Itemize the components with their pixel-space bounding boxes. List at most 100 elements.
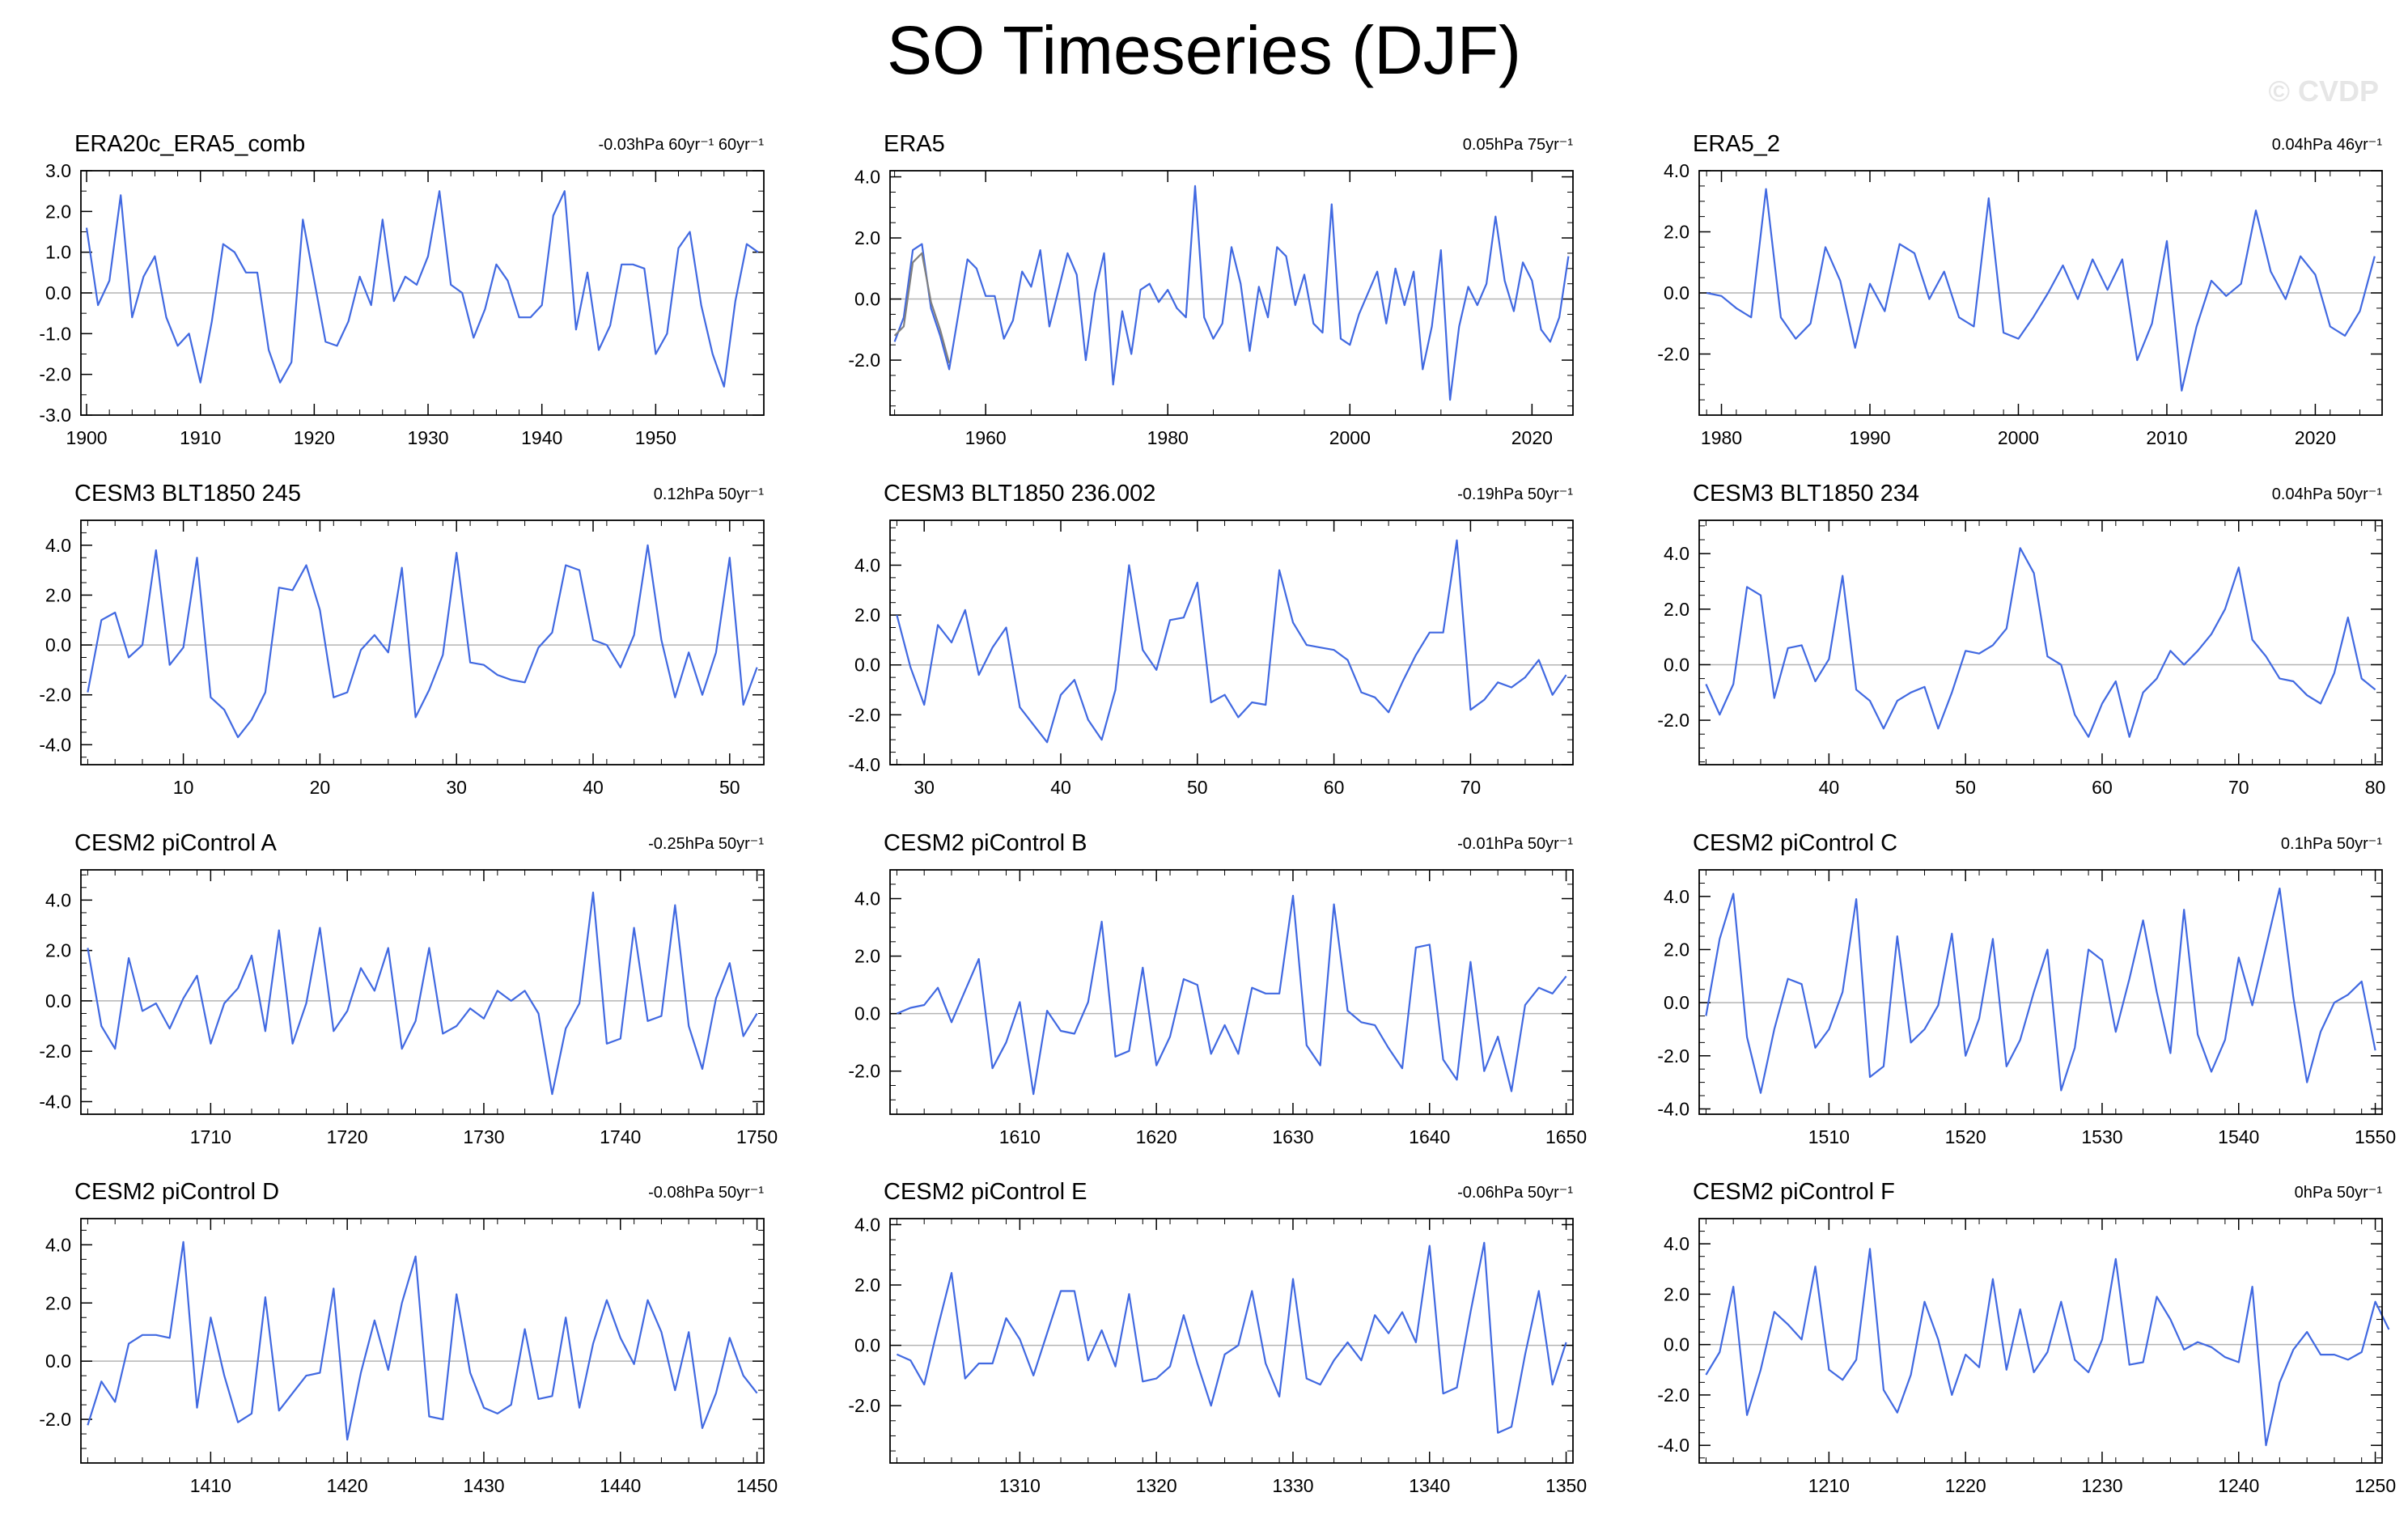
series-line (87, 544, 758, 739)
x-tick-label: 1940 (521, 427, 562, 448)
panel-trend-label: 0.04hPa 46yr⁻¹ (2272, 136, 2383, 154)
x-tick-label: 80 (2365, 777, 2386, 798)
x-tick-label: 40 (1819, 777, 1840, 798)
x-tick-label: 1410 (190, 1475, 231, 1496)
y-tick-label: 1.0 (45, 242, 71, 263)
x-tick-label: 1730 (463, 1126, 504, 1147)
x-tick-label: 1620 (1136, 1126, 1177, 1147)
y-tick-label: -2.0 (39, 1041, 71, 1062)
x-tick-label: 1720 (327, 1126, 368, 1147)
x-tick-label: 2000 (1998, 427, 2039, 448)
x-tick-label: 1950 (635, 427, 676, 448)
panel-trend-label: 0hPa 50yr⁻¹ (2295, 1184, 2383, 1202)
x-tick-label: 1550 (2355, 1126, 2396, 1147)
y-tick-label: -2.0 (1657, 344, 1689, 365)
x-tick-label: 1220 (1945, 1475, 1986, 1496)
minor-ticks (1699, 869, 2382, 1114)
series-line (893, 184, 1570, 401)
y-tick-label: 2.0 (1664, 1283, 1689, 1304)
series-line (1705, 1248, 2390, 1447)
chart-panel-10: CESM2 piControl D -0.08hPa 50yr⁻¹ -2.0 0.0 2… (39, 1179, 778, 1496)
y-tick-label: -2.0 (848, 350, 880, 371)
chart-panel-1: ERA20c_ERA5_comb -0.03hPa 60yr⁻¹ 60yr⁻¹ -3… (39, 131, 765, 448)
x-tick-label: 2000 (1329, 427, 1371, 448)
series-line (85, 190, 759, 388)
plot-frame (889, 869, 1574, 1115)
series-line (1706, 188, 2376, 392)
y-tick-label: -2.0 (39, 1409, 71, 1430)
x-tick-label: 2020 (2295, 427, 2336, 448)
panel-title: ERA5_2 (1693, 131, 1780, 157)
series-line (1705, 887, 2376, 1094)
minor-ticks (1699, 170, 2382, 416)
x-tick-label: 1930 (407, 427, 448, 448)
minor-ticks (890, 1219, 1573, 1463)
chart-panel-11: CESM2 piControl E -0.06hPa 50yr⁻¹ -2.0 0.0 2… (848, 1179, 1587, 1496)
y-tick-label: 0.0 (854, 1335, 880, 1356)
x-tick-label: 1650 (1545, 1126, 1587, 1147)
x-tick-label: 20 (310, 777, 331, 798)
plot-frame (80, 519, 765, 765)
page-title: SO Timeseries (DJF) (886, 12, 1522, 88)
series-line (87, 1240, 758, 1441)
y-tick-label: 4.0 (1664, 543, 1689, 564)
x-tick-label: 1980 (1701, 427, 1742, 448)
y-tick-label: 3.0 (45, 160, 71, 181)
y-tick-label: 0.0 (854, 289, 880, 310)
y-tick-label: 0.0 (45, 1351, 71, 1372)
chart-panel-12: CESM2 piControl F 0hPa 50yr⁻¹ -4.0 -2.0 0.0 2… (1657, 1179, 2396, 1496)
x-tick-label: 60 (2092, 777, 2113, 798)
minor-ticks (81, 870, 764, 1115)
y-tick-label: 0.0 (854, 655, 880, 676)
panel-trend-label: -0.03hPa 60yr⁻¹ 60yr⁻¹ (598, 136, 764, 154)
plot-frame (80, 869, 765, 1115)
plot-frame (889, 170, 1574, 416)
y-tick-label: -2.0 (848, 1061, 880, 1082)
x-tick-label: 1440 (600, 1475, 641, 1496)
y-tick-label: 2.0 (1664, 222, 1689, 243)
y-tick-label: -4.0 (1657, 1435, 1689, 1456)
panel-trend-label: 0.1hPa 50yr⁻¹ (2281, 835, 2382, 853)
x-tick-label: 1350 (1545, 1475, 1587, 1496)
panel-title: CESM2 piControl E (884, 1179, 1087, 1205)
x-tick-label: 1240 (2218, 1475, 2259, 1496)
series-line (87, 891, 758, 1096)
x-tick-label: 10 (173, 777, 194, 798)
panel-title: CESM2 piControl F (1693, 1179, 1895, 1205)
y-tick-label: 4.0 (1664, 886, 1689, 907)
chart-panel-8: CESM2 piControl B -0.01hPa 50yr⁻¹ -2.0 0.0 2… (848, 830, 1587, 1147)
y-tick-label: 4.0 (854, 1214, 880, 1235)
x-tick-label: 1910 (180, 427, 221, 448)
panel-title: CESM2 piControl D (74, 1179, 279, 1205)
y-tick-label: 4.0 (45, 889, 71, 910)
x-tick-label: 1960 (965, 427, 1007, 448)
y-tick-label: 0.0 (45, 282, 71, 303)
chart-panel-5: CESM3 BLT1850 236.002 -0.19hPa 50yr⁻¹ -4.0… (848, 481, 1574, 798)
x-tick-label: 1340 (1409, 1475, 1450, 1496)
y-tick-label: 2.0 (854, 227, 880, 248)
panel-trend-label: 0.12hPa 50yr⁻¹ (654, 486, 765, 503)
x-tick-label: 1250 (2355, 1475, 2396, 1496)
y-tick-label: 0.0 (854, 1003, 880, 1024)
minor-ticks (890, 520, 1573, 765)
x-tick-label: 50 (1187, 777, 1208, 798)
x-tick-label: 1630 (1272, 1126, 1313, 1147)
plot-frame (80, 170, 765, 416)
minor-ticks (890, 869, 1573, 1115)
x-tick-label: 1330 (1272, 1475, 1313, 1496)
y-tick-label: 2.0 (854, 604, 880, 625)
plot-frame (1698, 1218, 2383, 1464)
panel-title: CESM3 BLT1850 234 (1693, 481, 1919, 507)
y-tick-label: 4.0 (854, 554, 880, 575)
y-tick-label: 2.0 (45, 201, 71, 222)
x-tick-label: 30 (914, 777, 935, 798)
x-tick-label: 1710 (190, 1126, 231, 1147)
y-tick-label: 2.0 (45, 1292, 71, 1313)
panel-trend-label: 0.05hPa 75yr⁻¹ (1463, 136, 1574, 154)
y-tick-label: 4.0 (45, 535, 71, 556)
y-tick-label: -2.0 (1657, 710, 1689, 731)
x-tick-label: 2020 (1511, 427, 1553, 448)
x-tick-label: 1540 (2218, 1126, 2259, 1147)
y-tick-label: 0.0 (1664, 992, 1689, 1013)
